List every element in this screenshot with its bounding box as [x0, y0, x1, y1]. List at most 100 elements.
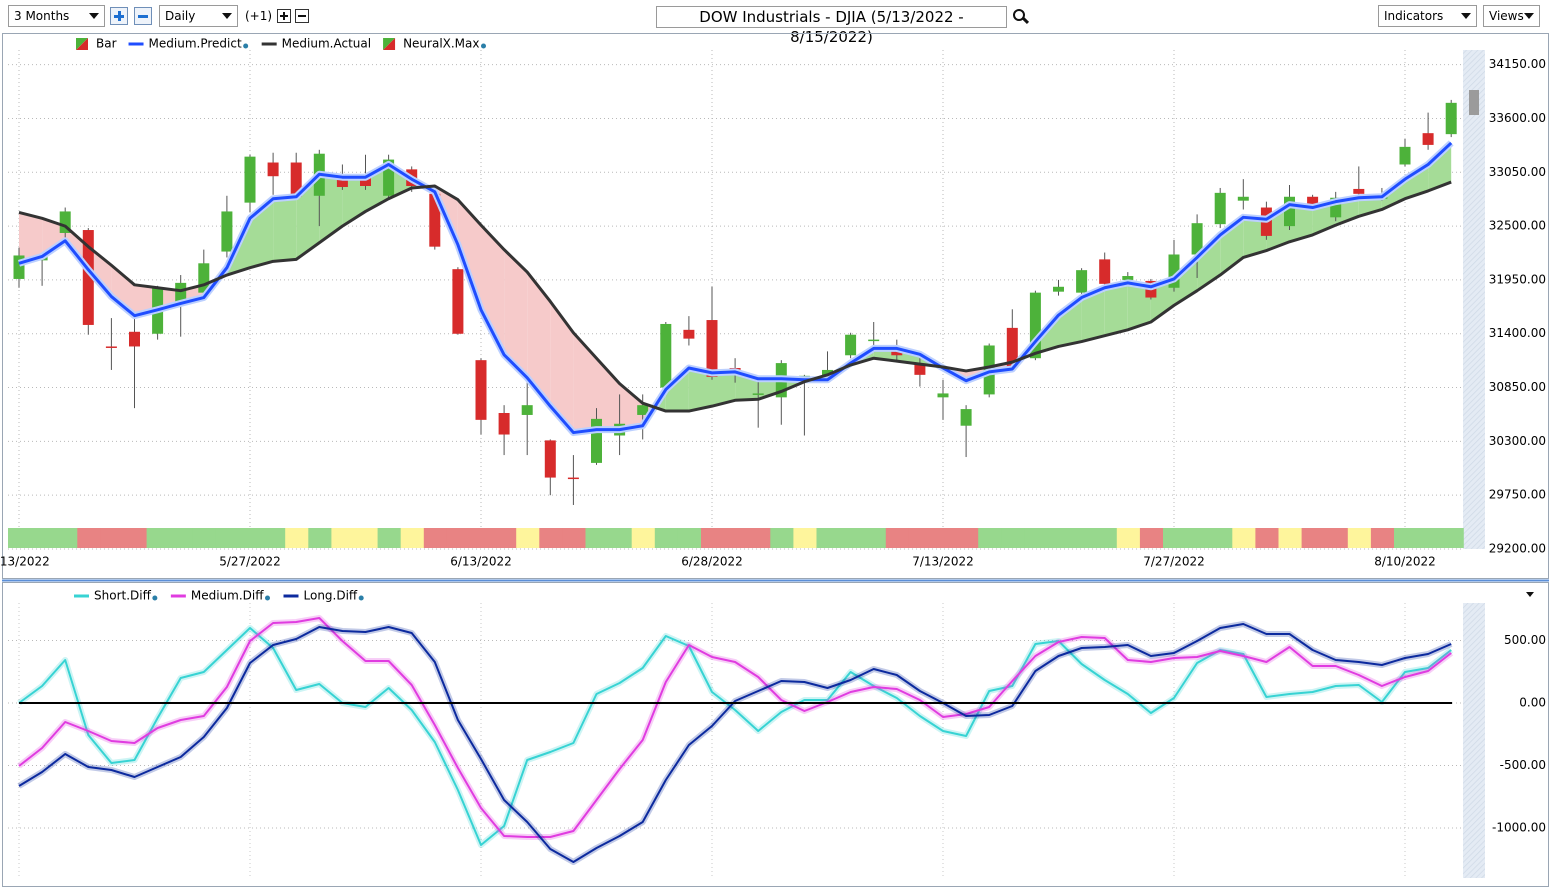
candle-body [1330, 197, 1342, 218]
legend-dot [358, 595, 364, 601]
signal-cell [724, 528, 748, 548]
candle-body [1307, 196, 1319, 205]
band-fill [111, 265, 135, 316]
legend-dot [265, 595, 270, 601]
candle-body [429, 193, 441, 247]
candle-body [798, 375, 810, 381]
candle-body [1353, 188, 1365, 194]
candle-body [937, 393, 949, 398]
scroll-area[interactable] [1463, 603, 1485, 878]
band-fill [481, 225, 505, 355]
candle-body [1260, 207, 1272, 236]
scroll-handle[interactable] [1469, 90, 1479, 115]
search-button[interactable] [1012, 8, 1030, 26]
x-tick-label: 8/10/2022 [1374, 555, 1436, 569]
candle-body [706, 320, 718, 377]
candle-body [1214, 192, 1226, 225]
candle-body [1029, 292, 1041, 359]
candle-body [775, 363, 787, 398]
candle-body [175, 282, 187, 304]
band-fill [88, 246, 112, 297]
interval-select[interactable]: Daily [159, 5, 238, 27]
offset-minus-button[interactable] [295, 9, 309, 23]
band-fill [1081, 287, 1105, 342]
signal-cell [677, 528, 702, 548]
x-tick-label: 5/13/2022 [0, 555, 50, 569]
band-fill [804, 379, 811, 382]
band-fill [65, 226, 89, 270]
signal-cell [1394, 528, 1418, 548]
chart-title[interactable]: DOW Industrials - DJIA (5/13/2022 - 8/15… [656, 6, 1007, 46]
x-tick-label: 7/27/2022 [1143, 555, 1205, 569]
views-select[interactable]: Views [1483, 5, 1540, 27]
signal-cell [654, 528, 679, 548]
band-fill [1058, 297, 1082, 347]
x-tick-label: 7/13/2022 [912, 555, 974, 569]
indicators-select[interactable]: Indicators [1378, 5, 1477, 27]
candle-body [868, 339, 880, 342]
candle-body [1237, 196, 1249, 201]
signal-cell [1278, 528, 1303, 548]
candle-body [313, 153, 325, 196]
zoom-in-button[interactable] [110, 7, 128, 25]
signal-cell [1047, 528, 1072, 548]
band-fill [1405, 164, 1429, 199]
band-fill [1174, 257, 1198, 306]
y-tick-label: 33050.00 [1489, 165, 1546, 179]
candle-body [1006, 327, 1018, 368]
candle-body [567, 477, 579, 480]
candle-body [914, 364, 926, 375]
legend-label: Medium.Actual [282, 37, 371, 51]
candle-body [1191, 223, 1203, 255]
candle-body [1284, 196, 1295, 227]
main-panel [2, 33, 1549, 579]
band-fill [1104, 282, 1128, 336]
signal-cell [470, 528, 494, 548]
candle-body [960, 409, 972, 426]
band-fill [1150, 278, 1174, 323]
legend-swatch [76, 38, 88, 50]
range-text: 3 Months [14, 9, 70, 23]
range-select[interactable]: 3 Months [8, 5, 105, 27]
candle-body [406, 169, 418, 187]
legend-label: Medium.Predict [149, 37, 242, 51]
band-fill [365, 164, 389, 212]
signal-cell [77, 528, 101, 548]
band-fill [1335, 197, 1359, 226]
panel-menu-arrow[interactable] [1526, 592, 1534, 597]
y-tick-label: 32500.00 [1489, 219, 1546, 233]
signal-cell [146, 528, 171, 548]
signal-cell [1370, 528, 1395, 548]
lower-panel [2, 582, 1549, 887]
band-fill [42, 218, 66, 257]
signal-cell [1324, 528, 1349, 548]
series-line [18, 627, 1452, 846]
legend-label: Bar [96, 37, 117, 51]
y-tick-label: 500.00 [1504, 633, 1546, 647]
candle-body [360, 175, 371, 187]
candle-body [1445, 102, 1457, 135]
y-tick-label: -1000.00 [1492, 821, 1546, 835]
band-fill [550, 301, 574, 433]
band-fill [966, 367, 990, 381]
band-fill [735, 371, 759, 401]
band-fill [619, 383, 643, 430]
candle-body [267, 162, 279, 177]
offset-plus-button[interactable] [277, 9, 291, 23]
band-fill [1012, 358, 1021, 369]
zoom-out-button[interactable] [134, 7, 152, 25]
signal-cell [839, 528, 864, 548]
signal-cell [816, 528, 841, 548]
band-fill [665, 367, 689, 412]
y-tick-label: 34150.00 [1489, 57, 1546, 71]
scroll-area[interactable] [1463, 50, 1485, 549]
x-tick-label: 6/28/2022 [681, 555, 743, 569]
signal-cell [908, 528, 933, 548]
candle-body [498, 412, 510, 435]
candle-body [13, 255, 25, 279]
signal-cell [354, 528, 379, 548]
candle-body [1053, 286, 1064, 292]
